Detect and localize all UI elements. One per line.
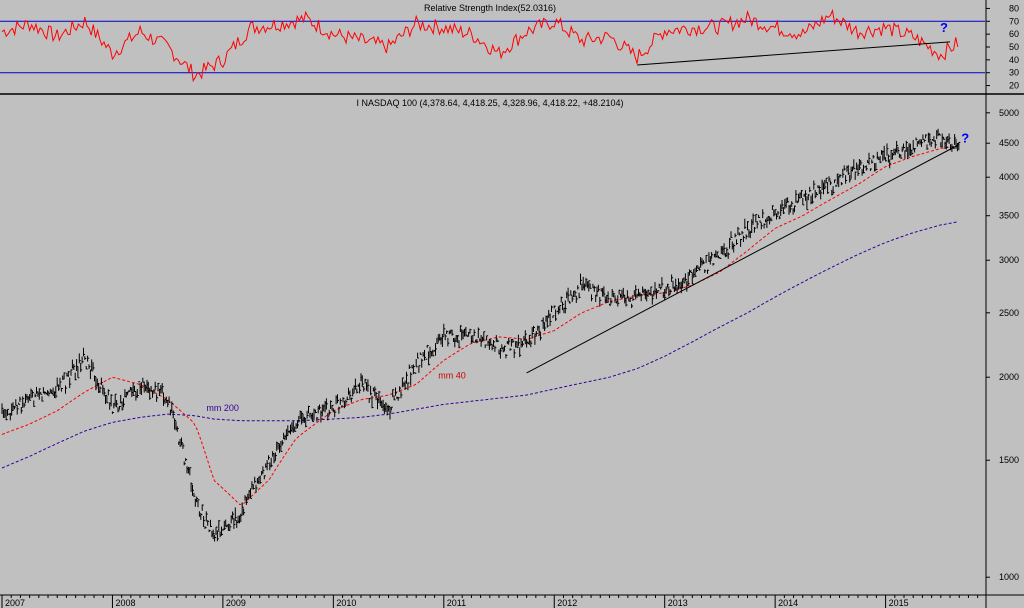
xtick-label-2013: 2013 xyxy=(668,598,688,608)
price-ytick-label-1000: 1000 xyxy=(999,572,1019,582)
mm200-label: mm 200 xyxy=(206,403,239,413)
rsi-ytick-label-70: 70 xyxy=(1009,16,1019,26)
rsi-series-line xyxy=(1,8,959,83)
price-ytick-label-2000: 2000 xyxy=(999,372,1019,382)
price-ytick-label-4000: 4000 xyxy=(999,172,1019,182)
mm40-label: mm 40 xyxy=(438,371,466,381)
rsi-ytick-label-40: 40 xyxy=(1009,55,1019,65)
rsi-question-annotation: ? xyxy=(940,20,948,35)
xtick-label-2010: 2010 xyxy=(336,598,356,608)
xtick-label-2012: 2012 xyxy=(557,598,577,608)
rsi-ytick-label-60: 60 xyxy=(1009,29,1019,39)
rsi-ytick-label-50: 50 xyxy=(1009,42,1019,52)
price-ytick-label-1500: 1500 xyxy=(999,455,1019,465)
price-ytick-label-2500: 2500 xyxy=(999,308,1019,318)
rsi-trendline xyxy=(637,41,951,66)
price-ytick-label-3500: 3500 xyxy=(999,211,1019,221)
price-question-annotation: ? xyxy=(961,130,969,145)
xtick-label-2008: 2008 xyxy=(115,598,135,608)
rsi-title: Relative Strength Index(52.0316) xyxy=(424,3,556,13)
xtick-label-2009: 2009 xyxy=(226,598,246,608)
xtick-label-2007: 2007 xyxy=(5,598,25,608)
rsi-ytick-label-30: 30 xyxy=(1009,68,1019,78)
rsi-ytick-label-80: 80 xyxy=(1009,3,1019,13)
xtick-label-2014: 2014 xyxy=(778,598,798,608)
price-chart-title: I NASDAQ 100 (4,378.64, 4,418.25, 4,328.… xyxy=(357,98,624,108)
xtick-label-2011: 2011 xyxy=(447,598,466,608)
mm200-series-line xyxy=(1,221,958,469)
rsi-ytick-label-20: 20 xyxy=(1009,81,1019,91)
price-bars xyxy=(1,128,961,542)
price-ytick-label-4500: 4500 xyxy=(999,138,1019,148)
mm40-series-line xyxy=(1,145,958,506)
price-trendline xyxy=(526,144,960,374)
xtick-label-2015: 2015 xyxy=(889,598,909,608)
price-ytick-label-5000: 5000 xyxy=(999,108,1019,118)
price-ytick-label-3000: 3000 xyxy=(999,255,1019,265)
